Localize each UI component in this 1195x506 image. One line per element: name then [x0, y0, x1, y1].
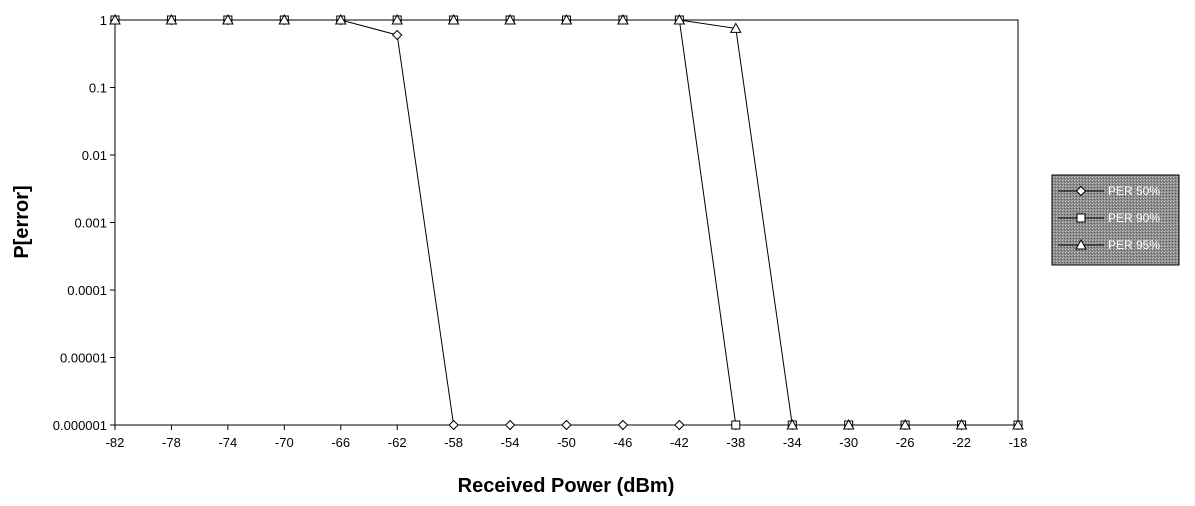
- diamond-point: [674, 419, 685, 431]
- y-axis: 1 0.1 0.01 0.001 0.0001 0.00001 0.000001: [53, 13, 115, 433]
- x-axis-title: Received Power (dBm): [458, 475, 675, 497]
- x-tick-label: -66: [331, 435, 350, 450]
- x-tick-label: -22: [952, 435, 971, 450]
- triangle-point: [391, 13, 404, 25]
- x-tick-label: -78: [162, 435, 181, 450]
- triangle-point: [617, 13, 629, 25]
- y-tick-label: 0.01: [82, 148, 107, 163]
- triangle-point: [842, 418, 855, 430]
- legend-entry: PER 95%: [1058, 238, 1160, 252]
- legend-entry: PER 50%: [1058, 184, 1160, 198]
- y-tick-label: 0.1: [89, 81, 107, 96]
- legend-triangle-icon: [1075, 238, 1087, 250]
- diamond-point: [448, 419, 459, 431]
- x-tick-label: -54: [501, 435, 520, 450]
- diamond-point: [617, 419, 629, 431]
- x-tick-label: -30: [839, 435, 858, 450]
- triangle-point: [504, 13, 516, 25]
- x-tick-label: -58: [444, 435, 463, 450]
- series-layer: [109, 13, 1024, 431]
- triangle-point: [955, 418, 968, 430]
- x-axis: -82 -78 -74 -70 -66 -62 -58 -54 -50 -46 -42 -38 -34 -…: [106, 425, 1028, 450]
- triangle-point: [109, 13, 121, 25]
- triangle-point: [334, 13, 347, 25]
- triangle-point: [560, 13, 573, 25]
- plot-area: [114, 19, 1019, 426]
- x-tick-label: -38: [726, 435, 745, 450]
- diamond-point: [504, 419, 516, 431]
- triangle-point: [165, 13, 178, 25]
- triangle-point: [786, 418, 799, 430]
- y-axis-title: P[error]: [11, 185, 33, 258]
- x-tick-label: -18: [1009, 435, 1028, 450]
- diamond-point: [391, 29, 403, 41]
- square-point: [731, 420, 741, 430]
- x-tick-label: -70: [275, 435, 294, 450]
- x-tick-label: -34: [783, 435, 802, 450]
- triangle-point: [278, 13, 291, 25]
- y-tick-label: 0.000001: [53, 418, 107, 433]
- triangle-point: [729, 22, 742, 33]
- legend-square-icon: [1076, 213, 1086, 223]
- legend-box: [1051, 174, 1180, 266]
- x-tick-label: -42: [670, 435, 689, 450]
- y-tick-label: 0.0001: [67, 283, 107, 298]
- x-tick-label: -82: [106, 435, 125, 450]
- triangle-point: [673, 13, 686, 25]
- legend: PER 50% PER 90% PER 95%: [1051, 174, 1180, 266]
- y-tick-label: 0.00001: [60, 351, 107, 366]
- triangle-point: [1012, 418, 1024, 430]
- series-triangle: [109, 13, 1024, 430]
- x-tick-label: -26: [896, 435, 915, 450]
- y-tick-label: 0.001: [74, 216, 107, 231]
- legend-label: PER 95%: [1108, 238, 1160, 252]
- legend-diamond-icon: [1075, 185, 1087, 197]
- x-tick-label: -62: [388, 435, 407, 450]
- legend-entry: PER 90%: [1058, 211, 1160, 225]
- legend-label: PER 90%: [1108, 211, 1160, 225]
- diamond-point: [561, 419, 572, 431]
- triangle-point: [222, 13, 234, 25]
- triangle-point: [447, 13, 460, 25]
- x-tick-label: -74: [218, 435, 237, 450]
- legend-label: PER 50%: [1108, 184, 1160, 198]
- y-tick-label: 1: [100, 13, 107, 28]
- x-tick-label: -50: [557, 435, 576, 450]
- triangle-point: [899, 418, 911, 430]
- x-tick-label: -46: [614, 435, 633, 450]
